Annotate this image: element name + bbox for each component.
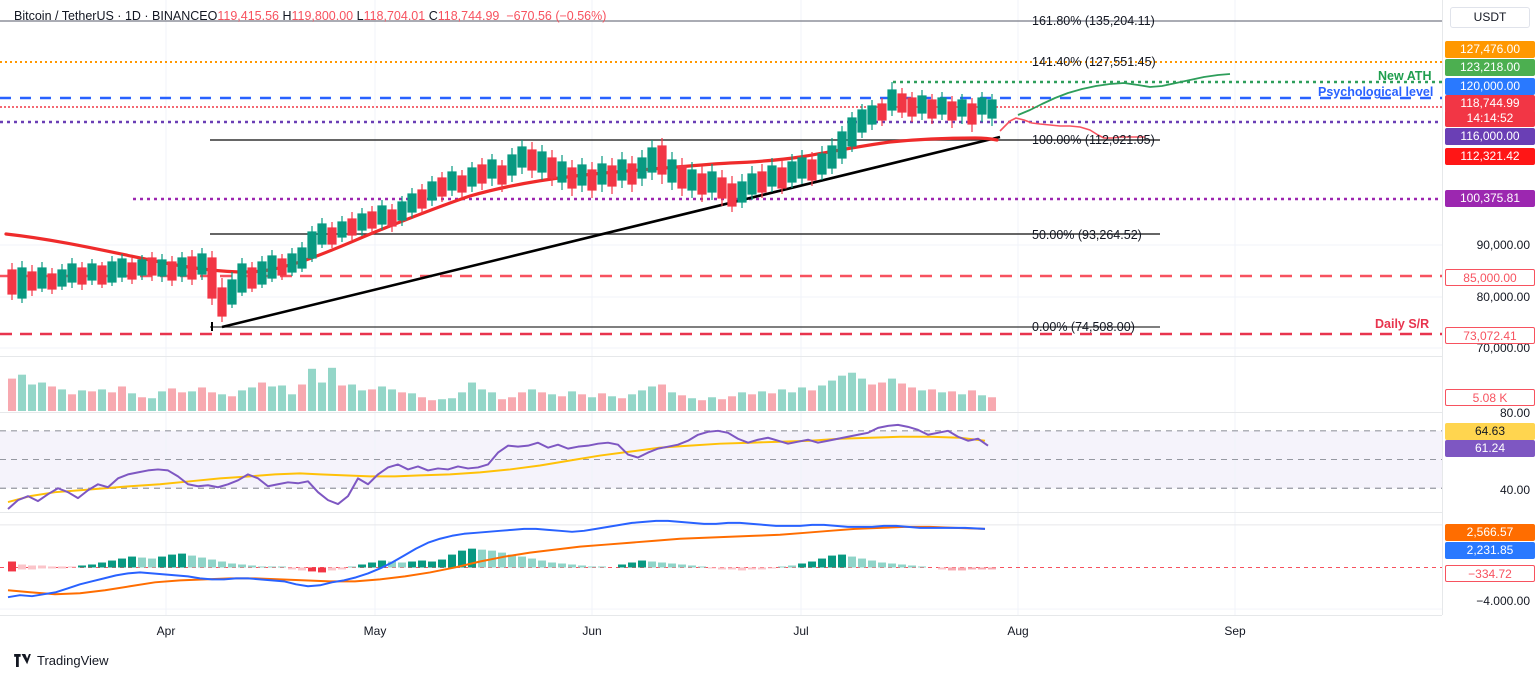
tradingview-brand-name: TradingView [37,653,109,668]
volume-value-pill[interactable]: 5.08 K [1445,389,1535,406]
axis-tick-rsi-40: 40.00 [1499,483,1530,497]
macd-signal-pill[interactable]: 2,566.57 [1445,524,1535,541]
fib-0-label: 0.00% (74,508.00) [1032,320,1135,334]
header-interval[interactable]: 1D [124,9,141,23]
macd-line-pill[interactable]: 2,231.85 [1445,542,1535,559]
new-ath-pill[interactable]: 123,218.00 [1445,59,1535,76]
time-tick-jun: Jun [582,624,602,638]
currency-badge[interactable]: USDT [1450,7,1530,28]
volume-bars [8,367,996,412]
macd-pane[interactable] [0,512,1442,615]
rsi-ma-line [7,435,986,504]
new-ath-label: New ATH [1378,69,1432,83]
time-tick-may: May [363,624,387,638]
ohlc-high-label: H [282,9,292,23]
macd-signal-line [7,525,986,596]
ohlc-close-value: 118,744.99 [437,9,500,23]
fib-141-label: 141.40% (127,551.45) [1032,55,1156,69]
macd-pane-canvas [0,513,1442,615]
fib-100-pill[interactable]: 112,321.42 [1445,148,1535,165]
ohlc-open-label: O [207,9,218,23]
level-100k-pill[interactable]: 100,375.81 [1445,190,1535,207]
axis-tick-macd-min: −4.000.00 [1476,594,1530,608]
time-tick-jul: Jul [793,624,809,638]
time-tick-aug: Aug [1007,624,1029,638]
ohlc-low-value: 118,704.01 [363,9,426,23]
axis-tick-rsi-80: 80.00 [1499,406,1530,420]
rsi-pane-canvas [0,413,1442,512]
volume-pane[interactable] [0,356,1442,412]
ohlc-close-label: C [428,9,438,23]
ohlc-high-value: 119,800.00 [291,9,354,23]
price-pane[interactable] [0,0,1442,356]
countdown-pill[interactable]: 14:14:52 [1445,110,1535,127]
time-tick-sep: Sep [1224,624,1246,638]
header-sep-2: · [140,9,153,23]
price-grid-horizontal [0,244,1442,349]
macd-hist-pill[interactable]: −334.72 [1445,565,1535,582]
daily-sr-label: Daily S/R [1375,317,1430,331]
daily-sr-pill[interactable]: 73,072.41 [1445,327,1535,344]
price-projection-red [999,117,1145,139]
tradingview-logo-icon [14,654,31,667]
psychological-pill[interactable]: 120,000.00 [1445,78,1535,95]
volume-pane-canvas [8,357,1236,412]
time-tick-apr: Apr [156,624,176,638]
chart-header-legend[interactable]: Bitcoin / TetherUS · 1D · BINANCEO119,41… [14,9,606,23]
candlestick-series [7,82,997,322]
tradingview-branding[interactable]: TradingView [14,653,109,668]
time-axis[interactable]: Apr May Jun Jul Aug Sep [0,615,1442,645]
rsi-line [7,423,989,510]
price-pane-canvas [0,0,1442,356]
psychological-level-label: Psychological level [1318,85,1434,99]
last-price-pill[interactable]: 118,744.99 [1445,95,1535,112]
fib-1414-pill[interactable]: 127,476.00 [1445,41,1535,58]
ascending-trendline [221,135,1001,329]
axis-tick-90000: 90,000.00 [1476,238,1530,252]
ohlc-open-value: 119,415.56 [217,9,279,23]
ohlc-change: −670.56 (−0.56%) [506,9,607,23]
fib-100-label: 100.00% (112,021.05) [1032,133,1155,147]
rsi-ma-pill[interactable]: 64.63 [1445,423,1535,440]
header-exchange[interactable]: BINANCE [152,9,208,23]
moving-average-line [4,136,999,274]
fib-161-label: 161.80% (135,204.11) [1032,14,1155,28]
support-116k-pill[interactable]: 116,000.00 [1445,128,1535,145]
rsi-pane[interactable] [0,412,1442,512]
price-axis[interactable]: USDT 90,000.00 80,000.00 70,000.00 127,4… [1442,0,1536,615]
axis-tick-70000: 70,000.00 [1476,341,1530,355]
rsi-value-pill[interactable]: 61.24 [1445,440,1535,457]
header-sep-1: · [113,9,125,23]
price-projection-green [1017,73,1231,116]
macd-line [7,519,986,599]
ohlc-low-label: L [356,9,364,23]
resistance-85k-pill[interactable]: 85,000.00 [1445,269,1535,286]
axis-tick-80000: 80,000.00 [1476,290,1530,304]
header-symbol[interactable]: Bitcoin / TetherUS [14,9,114,23]
macd-histogram [8,548,996,573]
fib-50-label: 50.00% (93,264.52) [1032,228,1142,242]
